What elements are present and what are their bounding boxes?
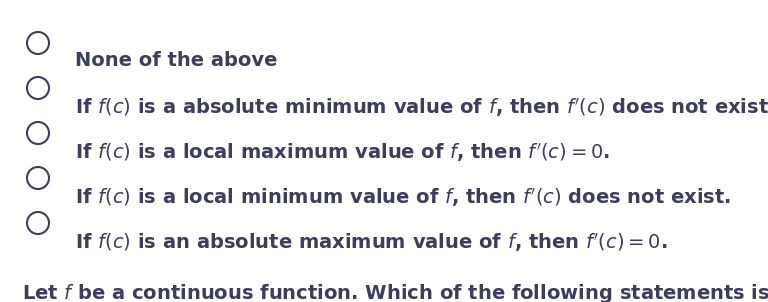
Text: Let $f$ be a continuous function. Which of the following statements is correct?: Let $f$ be a continuous function. Which … — [22, 282, 768, 302]
Text: If $f(c)$ is a local maximum value of $f$, then $f'(c) = 0$.: If $f(c)$ is a local maximum value of $f… — [75, 141, 610, 164]
Text: If $f(c)$ is an absolute maximum value of $f$, then $f'(c) = 0$.: If $f(c)$ is an absolute maximum value o… — [75, 231, 667, 254]
Text: If $f(c)$ is a absolute minimum value of $f$, then $f'(c)$ does not exist.: If $f(c)$ is a absolute minimum value of… — [75, 96, 768, 119]
Text: If $f(c)$ is a local minimum value of $f$, then $f'(c)$ does not exist.: If $f(c)$ is a local minimum value of $f… — [75, 186, 731, 209]
Text: None of the above: None of the above — [75, 51, 277, 70]
